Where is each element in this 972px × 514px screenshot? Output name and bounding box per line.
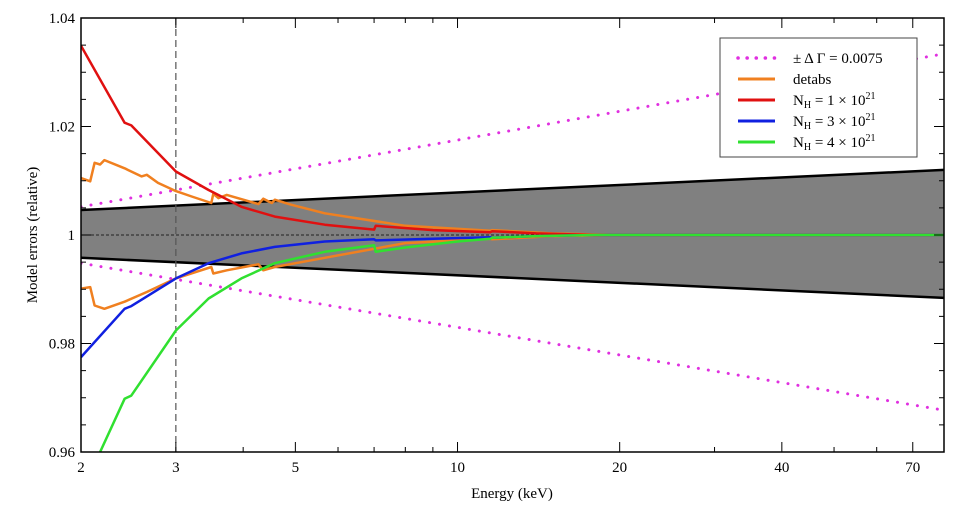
band-upper-edge: [80, 168, 945, 212]
legend-label-2: NH = 1 × 1021: [793, 91, 876, 111]
error-band: [80, 168, 945, 300]
series-1-upper-line: [81, 158, 944, 237]
reference-lines: [81, 18, 944, 452]
legend-box: [719, 37, 918, 158]
axes: 2 3 5 10 20 40 70 0.96 0.98 1 1.02 1.04: [49, 11, 945, 476]
y-axis-label: Model errors (relative): [25, 167, 41, 304]
x-tick-label: 5: [292, 460, 300, 476]
x-tick-label: 40: [774, 460, 789, 476]
band-fill: [81, 169, 944, 298]
y-tick-label: 1.02: [49, 120, 75, 136]
x-tick-label: 10: [450, 460, 465, 476]
series-2-line: [81, 45, 944, 237]
x-tick-label: 70: [905, 460, 920, 476]
y-tick-label: 1: [68, 228, 76, 244]
x-tick-label: 3: [172, 460, 180, 476]
legend-label-3: NH = 3 × 1021: [793, 112, 876, 132]
x-axis-label: Energy (keV): [471, 486, 553, 502]
x-tick-label: 2: [77, 460, 85, 476]
legend-label-0: ± Δ Γ = 0.0075: [793, 51, 883, 67]
band-lower-edge: [80, 256, 945, 300]
legend-label-4: NH = 4 × 1021: [793, 133, 876, 153]
y-tick-label: 0.98: [49, 337, 75, 353]
series-4-line: [98, 233, 944, 452]
x-tick-label: 20: [612, 460, 627, 476]
series-layer: [81, 45, 944, 452]
y-tick-label: 0.96: [49, 445, 76, 461]
legend-label-1: detabs: [793, 72, 831, 88]
y-tick-label: 1.04: [49, 11, 76, 27]
